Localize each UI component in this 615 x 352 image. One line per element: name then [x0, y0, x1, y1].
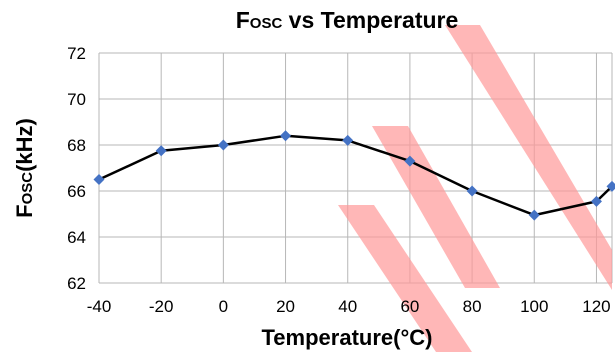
series-line	[98, 134, 613, 217]
watermark-stroke	[338, 205, 472, 352]
data-point	[590, 195, 602, 207]
data-point	[93, 174, 105, 185]
data-point	[404, 155, 416, 167]
series-layer	[93, 130, 615, 221]
y-tick-label: 68	[67, 136, 86, 155]
data-point	[342, 134, 354, 146]
data-point	[155, 145, 167, 157]
watermark	[338, 25, 612, 352]
data-point	[466, 185, 478, 197]
data-point	[217, 139, 229, 151]
x-tick-label: 80	[463, 297, 482, 316]
y-tick-label: 66	[67, 182, 86, 201]
y-axis-title: FOSC(kHz)	[12, 118, 37, 218]
data-point	[528, 209, 540, 221]
y-tick-label: 64	[67, 228, 86, 247]
grid	[98, 52, 613, 284]
data-point	[606, 180, 615, 192]
y-tick-label: 70	[67, 90, 86, 109]
x-tick-label: 0	[219, 297, 228, 316]
watermark-stroke	[445, 25, 612, 290]
y-tick-labels: 62 64 66 68 70 72	[67, 44, 86, 293]
x-tick-labels: -40 -20 0 20 40 60 80 100 120	[87, 297, 611, 316]
x-tick-label: 100	[520, 297, 548, 316]
x-tick-label: -40	[87, 297, 112, 316]
x-tick-label: -20	[149, 297, 174, 316]
y-tick-label: 62	[67, 274, 86, 293]
watermark-stroke	[372, 126, 500, 288]
y-tick-label: 72	[67, 44, 86, 63]
x-tick-label: 60	[400, 297, 419, 316]
chart-title: FOSC vs Temperature	[236, 7, 459, 33]
x-tick-label: 40	[338, 297, 357, 316]
x-tick-label: 120	[582, 297, 610, 316]
x-axis-title: Temperature(°C)	[262, 325, 433, 350]
x-tick-label: 20	[276, 297, 295, 316]
data-point	[280, 130, 292, 142]
